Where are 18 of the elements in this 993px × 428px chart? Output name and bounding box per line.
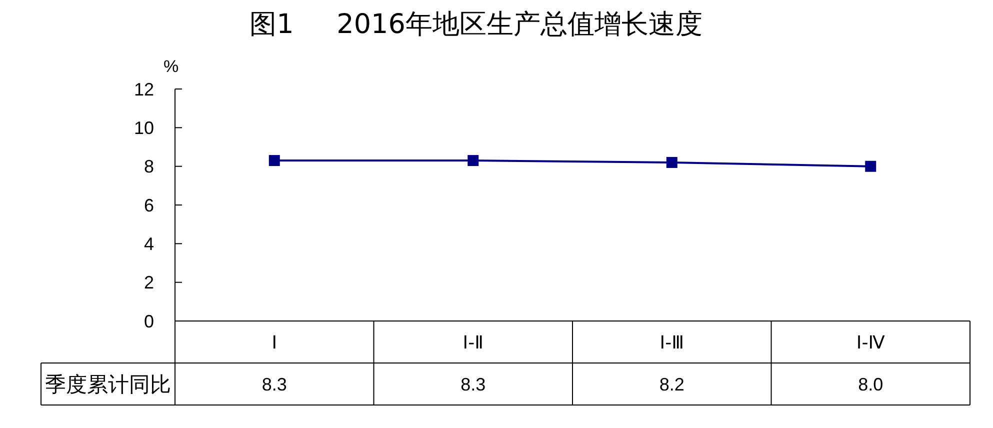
y-tick-label: 2 [144,272,154,293]
y-tick-label: 0 [144,311,154,332]
data-label: 8.3 [262,374,287,394]
y-tick-label: 12 [134,79,154,100]
y-tick-label: 6 [144,195,154,216]
x-tick-label: Ⅰ-Ⅲ [660,332,684,354]
y-tick-label: 4 [144,234,154,254]
chart-title: 图1 2016年地区生产总值增长速度 [250,9,702,40]
data-label: 8.2 [659,374,684,394]
text: 季度累计同比 [45,372,171,396]
x-tick-label: Ⅰ-Ⅳ [856,332,886,354]
y-tick-label: 10 [134,118,154,138]
y-tick-label: 8 [144,156,154,177]
y-axis-title: % [163,57,179,76]
x-tick-label: Ⅰ [272,332,278,354]
data-label: 8.0 [858,374,884,394]
x-tick-label: Ⅰ-Ⅱ [462,332,484,354]
data-label: 8.3 [460,374,486,394]
